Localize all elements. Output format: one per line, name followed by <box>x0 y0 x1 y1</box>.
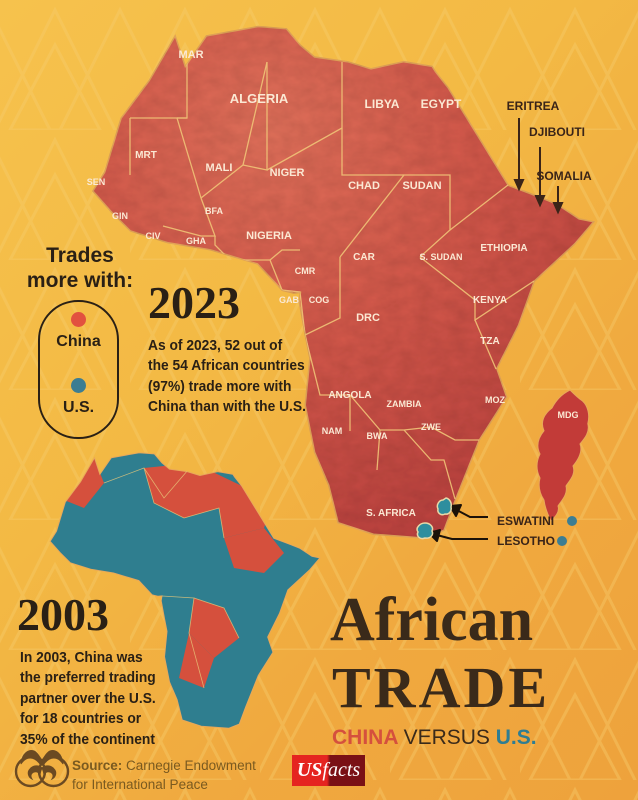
svg-text:SEN: SEN <box>87 177 106 187</box>
svg-text:LESOTHO: LESOTHO <box>497 534 555 548</box>
svg-text:MRT: MRT <box>135 150 157 161</box>
svg-text:CIV: CIV <box>145 231 160 241</box>
svg-text:NAM: NAM <box>322 426 343 436</box>
svg-text:CAR: CAR <box>353 252 375 263</box>
svg-text:SUDAN: SUDAN <box>402 180 441 192</box>
svg-text:MALI: MALI <box>206 162 233 174</box>
svg-text:CMR: CMR <box>295 266 316 276</box>
svg-text:ZAMBIA: ZAMBIA <box>387 399 422 409</box>
svg-text:ERITREA: ERITREA <box>507 99 560 113</box>
svg-text:NIGERIA: NIGERIA <box>246 230 292 242</box>
svg-text:MAR: MAR <box>178 49 203 61</box>
svg-text:GHA: GHA <box>186 236 207 246</box>
svg-text:ALGERIA: ALGERIA <box>230 91 289 106</box>
svg-text:EGYPT: EGYPT <box>421 97 462 111</box>
svg-text:TZA: TZA <box>480 336 499 347</box>
svg-text:NIGER: NIGER <box>270 167 305 179</box>
svg-text:GIN: GIN <box>112 211 128 221</box>
svg-text:COG: COG <box>309 295 330 305</box>
svg-text:ANGOLA: ANGOLA <box>328 390 371 401</box>
svg-text:ETHIOPIA: ETHIOPIA <box>480 243 527 254</box>
svg-text:BFA: BFA <box>205 206 224 216</box>
svg-text:MDG: MDG <box>558 410 579 420</box>
svg-text:LIBYA: LIBYA <box>365 97 400 111</box>
svg-text:BWA: BWA <box>367 431 388 441</box>
svg-text:ZWE: ZWE <box>421 422 441 432</box>
svg-text:MOZ: MOZ <box>485 395 505 405</box>
svg-text:CHAD: CHAD <box>348 180 380 192</box>
svg-text:KENYA: KENYA <box>473 295 507 306</box>
svg-text:DRC: DRC <box>356 312 380 324</box>
svg-text:ESWATINI: ESWATINI <box>497 514 554 528</box>
svg-text:GAB: GAB <box>279 295 300 305</box>
svg-text:DJIBOUTI: DJIBOUTI <box>529 125 585 139</box>
svg-text:SOMALIA: SOMALIA <box>536 169 592 183</box>
svg-text:S. SUDAN: S. SUDAN <box>419 252 462 262</box>
svg-text:S. AFRICA: S. AFRICA <box>366 508 416 519</box>
